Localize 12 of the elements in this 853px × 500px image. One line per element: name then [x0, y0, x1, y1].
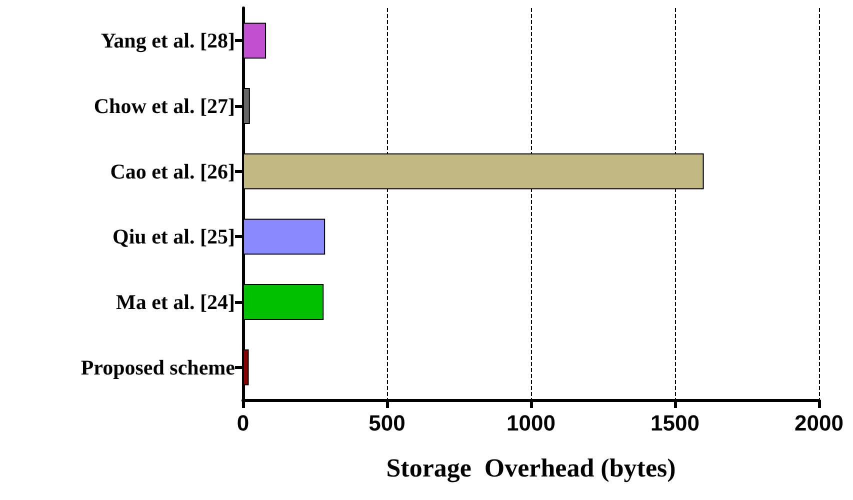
y-tick-label: Proposed scheme [80, 355, 235, 380]
x-tick-label: 1000 [506, 410, 556, 436]
y-tick-label: Yang et al. [28] [100, 28, 235, 53]
y-tick-label: Qiu et al. [25] [112, 224, 235, 249]
y-tick-label: Cao et al. [26] [110, 159, 235, 184]
x-axis-title: Storage Overhead (bytes) [386, 454, 676, 482]
x-tick-label: 1500 [650, 410, 700, 436]
y-tick-label: Chow et al. [27] [94, 94, 235, 118]
x-tick-label: 2000 [794, 410, 844, 436]
x-tick-label: 500 [368, 410, 406, 436]
x-tick-label: 0 [236, 410, 250, 436]
y-tick-label: Ma et al. [24] [116, 290, 235, 314]
